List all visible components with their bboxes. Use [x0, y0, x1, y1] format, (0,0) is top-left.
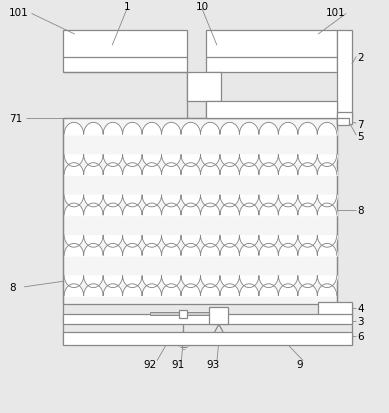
Bar	[187, 72, 221, 102]
Text: 3: 3	[357, 316, 364, 326]
Bar	[337, 31, 352, 119]
Text: 2: 2	[357, 52, 364, 62]
Text: 4: 4	[357, 304, 364, 313]
Bar	[179, 310, 187, 318]
Text: 71: 71	[9, 114, 23, 124]
Text: 92: 92	[143, 359, 156, 369]
Text: 101: 101	[326, 7, 345, 17]
Bar	[63, 332, 352, 345]
Text: 8: 8	[9, 282, 16, 292]
Bar	[210, 308, 228, 325]
Text: 9: 9	[296, 359, 303, 369]
Bar	[337, 113, 352, 125]
Text: 6: 6	[357, 331, 364, 341]
Text: 101: 101	[9, 7, 29, 17]
Text: 91: 91	[171, 359, 184, 369]
Bar	[206, 31, 337, 72]
Text: 5: 5	[357, 132, 364, 142]
Text: 1: 1	[124, 2, 130, 12]
Bar	[337, 119, 349, 126]
Text: 7: 7	[357, 120, 364, 130]
Text: 8: 8	[357, 206, 364, 216]
Text: 93: 93	[207, 359, 220, 369]
Bar	[206, 102, 337, 119]
Bar	[63, 119, 337, 304]
Text: 10: 10	[195, 2, 209, 12]
Bar	[63, 314, 352, 325]
Bar	[149, 312, 217, 316]
Bar	[63, 31, 187, 72]
Bar	[318, 302, 352, 315]
